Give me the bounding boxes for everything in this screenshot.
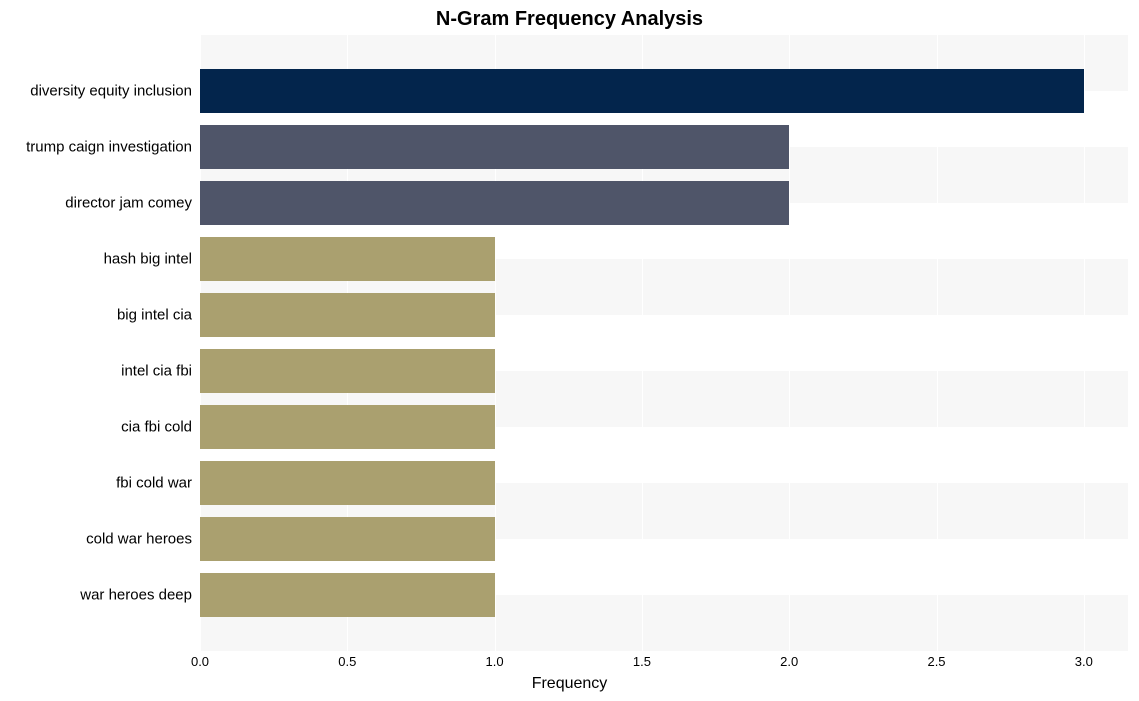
bar <box>200 69 1084 112</box>
y-tick-label: war heroes deep <box>2 587 192 604</box>
x-axis-label: Frequency <box>0 675 1139 693</box>
bar <box>200 349 495 392</box>
bar <box>200 181 789 224</box>
bar <box>200 517 495 560</box>
y-tick-label: diversity equity inclusion <box>2 83 192 100</box>
bar <box>200 573 495 616</box>
plot-area <box>200 35 1128 651</box>
bar <box>200 125 789 168</box>
bar <box>200 405 495 448</box>
x-tick-label: 1.5 <box>633 654 651 669</box>
y-tick-label: cia fbi cold <box>2 419 192 436</box>
x-tick-label: 2.5 <box>927 654 945 669</box>
bar <box>200 237 495 280</box>
y-tick-label: big intel cia <box>2 307 192 324</box>
y-tick-label: fbi cold war <box>2 475 192 492</box>
ngram-frequency-chart: N-Gram Frequency Analysis Frequency 0.0 0… <box>0 0 1139 701</box>
x-tick-label: 3.0 <box>1075 654 1093 669</box>
gridline <box>1084 35 1085 651</box>
y-tick-label: trump caign investigation <box>2 139 192 156</box>
x-tick-label: 2.0 <box>780 654 798 669</box>
y-tick-label: cold war heroes <box>2 531 192 548</box>
y-tick-label: intel cia fbi <box>2 363 192 380</box>
bar <box>200 293 495 336</box>
y-tick-label: director jam comey <box>2 195 192 212</box>
y-tick-label: hash big intel <box>2 251 192 268</box>
x-tick-label: 0.5 <box>338 654 356 669</box>
bar <box>200 461 495 504</box>
chart-title: N-Gram Frequency Analysis <box>0 8 1139 31</box>
gridline <box>937 35 938 651</box>
x-tick-label: 0.0 <box>191 654 209 669</box>
gridline <box>789 35 790 651</box>
x-tick-label: 1.0 <box>486 654 504 669</box>
